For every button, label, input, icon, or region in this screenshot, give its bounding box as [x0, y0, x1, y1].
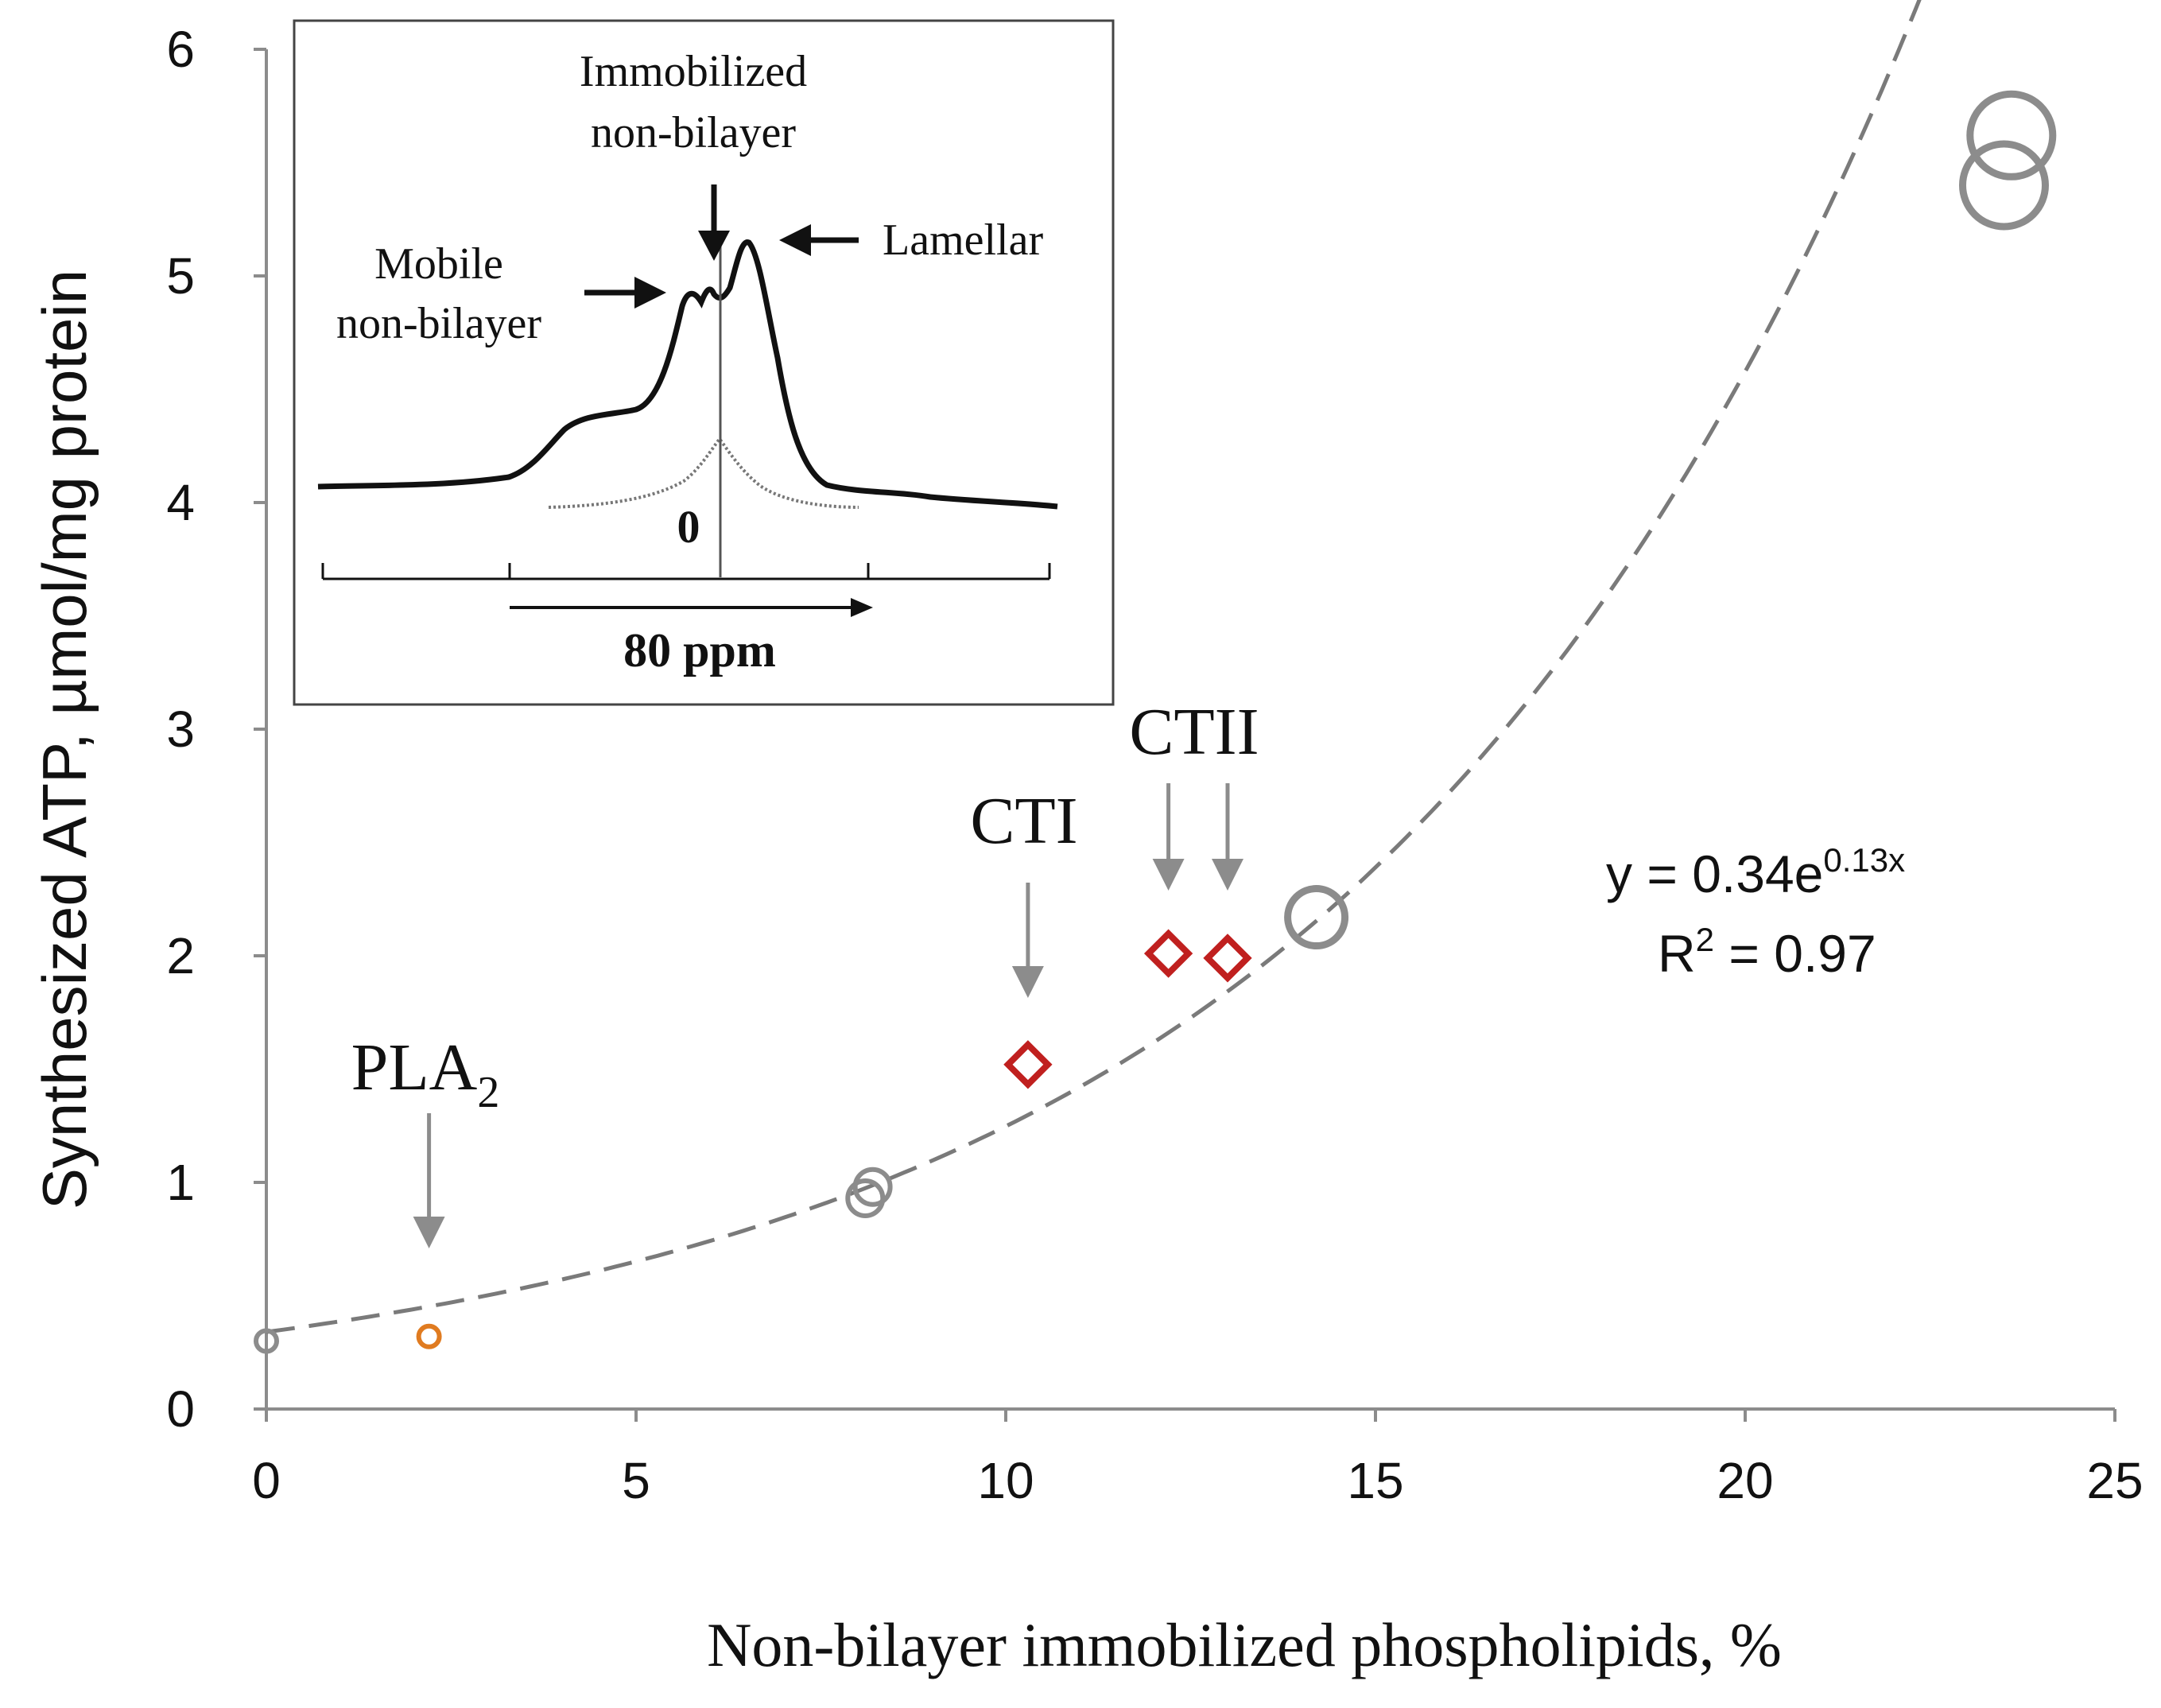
inset-reference-spectrum — [548, 436, 859, 509]
annotations: PLA2 CTI CTII — [351, 695, 1259, 1248]
equation-exponent: 0.13x — [1823, 841, 1905, 879]
y-tick-label: 1 — [166, 1154, 195, 1211]
annotation-arrowhead — [1011, 966, 1044, 998]
inset-frame — [293, 19, 1115, 706]
annotation-label: PLA2 — [351, 1031, 500, 1117]
inset-zero-label: 0 — [677, 501, 700, 553]
y-axis-title: Synthesized ATP, µmol/mg protein — [29, 270, 99, 1209]
inset-lamellar-label: Lamellar — [883, 215, 1043, 265]
x-tick-label: 25 — [2086, 1452, 2143, 1509]
r-squared-text: R2 = 0.97 — [1658, 921, 1876, 983]
annotation-arrowhead — [413, 1217, 445, 1248]
x-tick-label: 5 — [622, 1452, 650, 1509]
annotation-label: CTI — [970, 784, 1077, 858]
r-squared-label: R — [1658, 924, 1696, 983]
y-ticks: 0 1 2 3 4 5 6 — [166, 21, 266, 1438]
circle-marker — [416, 1323, 442, 1349]
y-tick-label: 6 — [166, 21, 195, 78]
annotation-label-subscript: 2 — [477, 1068, 499, 1117]
circle-marker — [1284, 885, 1349, 950]
r-squared-power: 2 — [1696, 921, 1714, 958]
annotation-label-text: CTII — [1129, 695, 1259, 769]
data-points — [254, 90, 2057, 1354]
x-tick-label: 0 — [252, 1452, 281, 1509]
y-tick-label: 0 — [166, 1380, 195, 1438]
inset-range-arrowhead — [851, 598, 873, 617]
inset-mobile-label-1: Mobile — [374, 239, 503, 289]
equation-prefix: y = 0.34e — [1606, 844, 1823, 903]
diamond-marker — [1203, 934, 1252, 983]
x-axis-title: Non-bilayer immobilized phospholipids, % — [707, 1610, 1782, 1679]
circle-marker — [1959, 140, 2049, 231]
x-tick-label: 20 — [1717, 1452, 1773, 1509]
annotation-label-text: CTI — [970, 784, 1077, 858]
annotation-arrowhead — [1212, 859, 1243, 891]
annotation-label-text: PLA — [351, 1031, 478, 1104]
y-tick-label: 3 — [166, 701, 195, 758]
inset-mobile-arrowhead — [634, 277, 666, 309]
inset-immobilized-label-2: non-bilayer — [591, 108, 796, 157]
y-tick-label: 5 — [166, 247, 195, 305]
trendline-equation: y = 0.34e0.13x R2 = 0.97 — [1606, 841, 1905, 983]
y-tick-label: 2 — [166, 927, 195, 984]
circle-marker — [254, 1328, 279, 1354]
exponential-trendline — [266, 0, 1922, 1334]
inset-immobilized-label-1: Immobilized — [580, 47, 807, 96]
equation-text: y = 0.34e0.13x — [1606, 841, 1905, 903]
r-squared-value: = 0.97 — [1714, 924, 1876, 983]
circle-marker — [852, 1166, 893, 1207]
circle-marker — [1966, 90, 2057, 181]
x-ticks: 0 5 10 15 20 25 — [252, 1409, 2144, 1509]
inset-mobile-label-2: non-bilayer — [336, 299, 541, 348]
diamond-marker — [1003, 1040, 1053, 1089]
diamond-marker — [1143, 929, 1193, 978]
x-tick-label: 10 — [977, 1452, 1034, 1509]
annotation-arrowhead — [1152, 859, 1185, 891]
nmr-spectrum-inset: 80 ppm 0 Immobilized non-bilayer Mobile … — [293, 19, 1115, 706]
y-tick-label: 4 — [166, 474, 195, 531]
x-tick-label: 15 — [1347, 1452, 1403, 1509]
inset-scale-label: 80 ppm — [623, 624, 776, 677]
inset-lamellar-arrowhead — [779, 224, 811, 256]
annotation-label: CTII — [1129, 695, 1259, 769]
inset-immobilized-arrowhead — [698, 231, 730, 261]
inset-main-spectrum — [317, 239, 1058, 510]
